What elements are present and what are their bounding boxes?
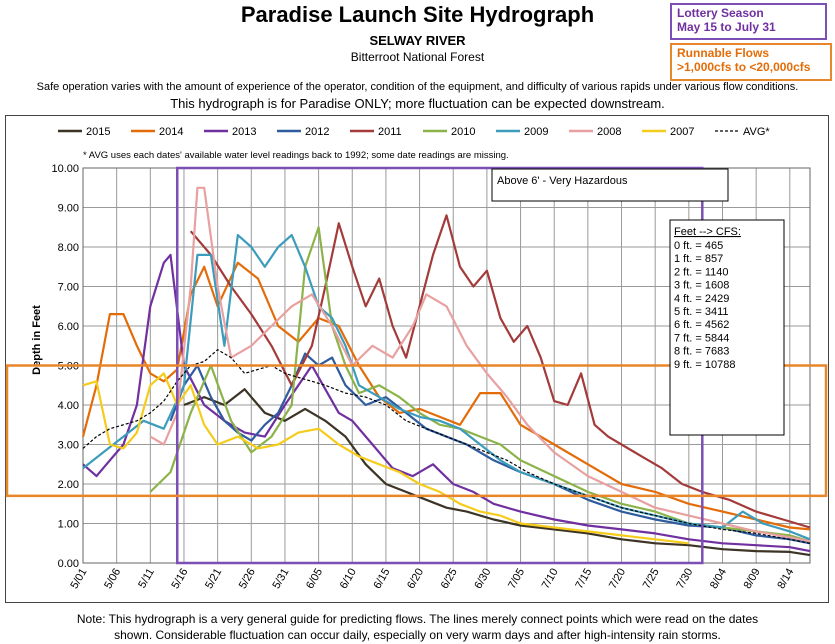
series-line-2013 <box>82 253 811 553</box>
series-line-2007 <box>82 372 689 545</box>
forest-name: Bitterroot National Forest <box>350 50 485 64</box>
legend-label: AVG* <box>743 126 770 138</box>
lottery-season-dates: May 15 to July 31 <box>677 20 776 34</box>
x-tick-label: 7/25 <box>641 567 662 592</box>
series-line-2015 <box>183 388 811 557</box>
legend-label: 2007 <box>670 126 694 138</box>
x-tick-label: 6/10 <box>338 567 359 592</box>
x-tick-label: 7/20 <box>607 567 628 592</box>
x-tick-label: 7/05 <box>506 567 527 592</box>
x-tick-label: 6/20 <box>405 567 426 592</box>
y-tick-label: 4.00 <box>58 400 79 412</box>
y-tick-label: 9.00 <box>58 203 79 215</box>
x-tick-label: 7/10 <box>540 567 561 592</box>
x-tick-label: 6/15 <box>371 567 392 592</box>
x-tick-label: 8/14 <box>775 567 796 592</box>
y-tick-label: 10.00 <box>51 163 79 175</box>
x-tick-label: 5/21 <box>203 567 224 592</box>
legend-label: 2008 <box>597 126 621 138</box>
hazard-box: Above 6' - Very Hazardous <box>491 168 729 202</box>
y-tick-label: 6.00 <box>58 321 79 333</box>
hazard-label: Above 6' - Very Hazardous <box>497 175 628 187</box>
chart-frame <box>5 115 829 603</box>
y-tick-label: 8.00 <box>58 242 79 254</box>
series-line-AVG <box>82 349 811 544</box>
series-line-2011 <box>189 214 811 529</box>
series-line-2008 <box>149 186 811 543</box>
y-tick-label: 7.00 <box>58 282 79 294</box>
x-tick-label: 6/05 <box>304 567 325 592</box>
x-tick-label: 5/06 <box>102 567 123 592</box>
x-tick-label: 8/04 <box>708 567 729 592</box>
runnable-flows-band <box>5 364 828 498</box>
legend-label: 2009 <box>524 126 548 138</box>
x-tick-labels: 5/01 5/06 5/11 5/16 5/21 5/26 5/31 6/05 6/10 6/15… <box>68 567 796 592</box>
y-tick-label: 1.00 <box>58 519 79 531</box>
y-tick-label: 0.00 <box>58 558 79 570</box>
runnable-flows-title: Runnable Flows <box>677 46 770 60</box>
runnable-flows-box: Runnable Flows >1,000cfs to <20,000cfs <box>670 43 832 81</box>
paradise-note: This hydrograph is for Paradise ONLY; mo… <box>170 96 665 111</box>
safety-note: Safe operation varies with the amount of… <box>36 81 799 93</box>
lottery-season-title: Lottery Season <box>677 6 764 20</box>
y-axis-label: Depth in Feet <box>31 305 43 375</box>
conversion-row: 5 ft. = 3411 <box>674 306 729 318</box>
y-tick-label: 2.00 <box>58 479 79 491</box>
x-tick-label: 5/31 <box>270 567 291 592</box>
footnote-line-2: shown. Considerable fluctuation can occu… <box>114 628 721 642</box>
legend: 2015 2014 2013 2012 2011 2010 2009 2008 2007 AVG* <box>58 126 770 138</box>
conversion-row: 6 ft. = 4562 <box>674 319 729 331</box>
footnote: Note: This hydrograph is a very general … <box>0 611 835 643</box>
legend-label: 2015 <box>86 126 110 138</box>
conversion-row: 3 ft. = 1608 <box>674 280 729 292</box>
x-tick-label: 5/26 <box>237 567 258 592</box>
x-tick-label: 5/16 <box>169 567 190 592</box>
chart-subtitle: SELWAY RIVER <box>369 33 466 48</box>
legend-label: 2010 <box>451 126 475 138</box>
x-tick-label: 7/30 <box>674 567 695 592</box>
legend-label: 2014 <box>159 126 183 138</box>
series-lines <box>81 186 811 557</box>
legend-label: 2013 <box>232 126 256 138</box>
chart-title: Paradise Launch Site Hydrograph <box>240 2 595 27</box>
y-tick-labels: 0.001.002.003.004.005.006.007.008.009.00… <box>51 163 79 570</box>
x-tick-label: 5/01 <box>68 567 89 592</box>
conversion-row: 7 ft. = 5844 <box>674 332 729 344</box>
x-tick-label: 8/09 <box>742 567 763 592</box>
conversion-row: 0 ft. = 465 <box>674 240 723 252</box>
series-line-2010 <box>149 226 811 543</box>
legend-label: 2012 <box>305 126 329 138</box>
footnote-line-1: Note: This hydrograph is a very general … <box>76 612 759 626</box>
runnable-flows-range: >1,000cfs to <20,000cfs <box>677 60 811 74</box>
conversion-row: 8 ft. = 7683 <box>674 346 729 358</box>
x-tick-label: 7/15 <box>573 567 594 592</box>
x-tick-label: 6/25 <box>439 567 460 592</box>
x-tick-label: 5/11 <box>136 567 157 591</box>
conversion-title: Feet --> CFS: <box>674 226 741 238</box>
conversion-row: 4 ft. = 2429 <box>674 293 729 305</box>
conversion-row: 9 ft. = 10788 <box>674 359 735 371</box>
y-tick-label: 3.00 <box>58 440 79 452</box>
avg-note: * AVG uses each dates' available water l… <box>83 150 509 161</box>
x-tick-label: 6/30 <box>472 567 493 592</box>
legend-label: 2011 <box>378 126 402 138</box>
conversion-row: 2 ft. = 1140 <box>674 266 729 278</box>
conversion-row: 1 ft. = 857 <box>674 253 723 265</box>
lottery-season-box: Lottery Season May 15 to July 31 <box>670 3 827 40</box>
